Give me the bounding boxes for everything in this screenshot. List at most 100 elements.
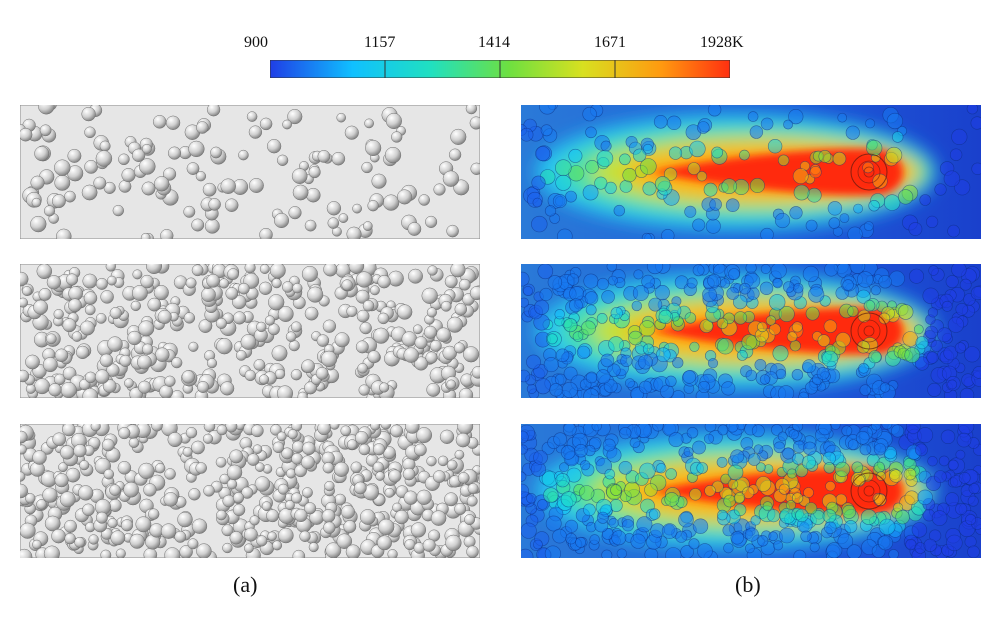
particle-temp xyxy=(692,440,706,455)
powder-particle xyxy=(390,424,404,438)
particle-temp xyxy=(785,500,796,511)
particle-temp xyxy=(668,432,684,448)
particle-temp xyxy=(757,535,769,547)
powder-particle xyxy=(430,510,447,526)
powder-particle xyxy=(291,168,308,184)
particle-temp xyxy=(931,510,948,526)
particle-temp xyxy=(720,473,731,485)
powder-particle xyxy=(384,146,402,164)
powder-particle xyxy=(271,345,288,362)
particle-temp xyxy=(619,427,632,440)
powder-particle xyxy=(442,170,460,187)
particle-temp xyxy=(883,194,901,211)
particle-temp xyxy=(832,151,847,166)
particle-temp xyxy=(596,313,608,324)
powder-particle xyxy=(273,212,290,229)
particle-temp xyxy=(946,534,963,552)
particle-temp xyxy=(544,545,561,558)
powder-particle xyxy=(454,503,467,515)
powder-particle xyxy=(345,544,361,558)
powder-particle xyxy=(81,106,96,122)
powder-particle xyxy=(195,171,207,182)
powder-particle xyxy=(30,215,47,233)
particle-temp xyxy=(873,461,885,473)
particle-temp xyxy=(717,509,728,521)
dense-particle-layer xyxy=(20,424,480,558)
powder-particle xyxy=(201,287,216,303)
particle-temp xyxy=(717,424,729,436)
powder-particle xyxy=(39,124,52,137)
particle-temp xyxy=(666,115,682,130)
powder-particle xyxy=(385,112,402,130)
particle-temp xyxy=(534,299,550,315)
powder-particle xyxy=(229,449,244,464)
particle-temp xyxy=(582,106,597,122)
powder-particle xyxy=(132,269,143,280)
powder-particle xyxy=(154,176,170,192)
particle-temp xyxy=(968,483,980,495)
particle-temp xyxy=(696,462,708,474)
particle-temp xyxy=(760,117,774,131)
particle-temp xyxy=(642,181,657,196)
particle-temp xyxy=(585,126,597,139)
powder-particle xyxy=(288,206,302,220)
particle-temp xyxy=(723,542,734,554)
particle-temp xyxy=(678,511,694,528)
powder-particle xyxy=(317,150,331,163)
particle-temp xyxy=(859,443,872,456)
temperature-field-sparse xyxy=(521,105,981,239)
particle-temp xyxy=(537,499,548,510)
powder-particle xyxy=(20,271,29,287)
particle-temp xyxy=(868,199,880,212)
particle-temp xyxy=(557,228,573,239)
powder-particle xyxy=(365,139,382,157)
powder-particle xyxy=(306,187,321,203)
particle-temp xyxy=(930,339,943,352)
particle-temp xyxy=(725,198,740,212)
powder-particle xyxy=(397,189,413,205)
powder-particle xyxy=(244,369,256,382)
powder-particle xyxy=(445,534,462,552)
particle-temp xyxy=(945,492,960,507)
powder-particle xyxy=(248,178,264,193)
colorbar-tick-label-1928: 1928K xyxy=(700,34,744,51)
powder-particle xyxy=(148,508,160,520)
powder-particle xyxy=(54,473,69,488)
powder-particle xyxy=(276,385,294,398)
powder-particle xyxy=(271,278,282,289)
powder-particle xyxy=(277,483,289,495)
powder-particle xyxy=(53,309,64,320)
particle-temp xyxy=(959,387,975,398)
particle-temp xyxy=(658,309,673,325)
powder-particle xyxy=(84,160,98,174)
powder-particle xyxy=(197,381,209,393)
particle-temp xyxy=(792,168,809,184)
particle-temp xyxy=(596,511,609,524)
particle-temp xyxy=(585,160,599,174)
particle-temp xyxy=(955,503,968,516)
particle-temp xyxy=(834,461,851,478)
particle-temp xyxy=(600,140,612,152)
particle-temp xyxy=(584,291,599,305)
particle-temp xyxy=(561,381,578,398)
powder-particle xyxy=(84,371,97,384)
particle-temp xyxy=(736,350,748,361)
temperature-field-medium xyxy=(521,264,981,398)
particle-temp xyxy=(825,480,836,492)
powder-particle xyxy=(137,354,152,370)
powder-particle xyxy=(304,306,319,321)
powder-particle xyxy=(290,369,303,381)
particle-temp xyxy=(967,545,980,558)
powder-particle xyxy=(455,432,471,448)
powder-particle xyxy=(159,384,174,398)
powder-particle xyxy=(315,367,329,380)
powder-particle xyxy=(68,286,83,301)
powder-particle xyxy=(362,221,373,231)
powder-particle xyxy=(369,285,380,296)
particle-temp xyxy=(521,483,529,499)
caption-b: (b) xyxy=(735,572,761,597)
powder-particle xyxy=(143,483,157,497)
powder-particle xyxy=(232,492,245,504)
colorbar-tick-label-1157: 1157 xyxy=(364,34,396,51)
powder-particle xyxy=(225,287,239,300)
